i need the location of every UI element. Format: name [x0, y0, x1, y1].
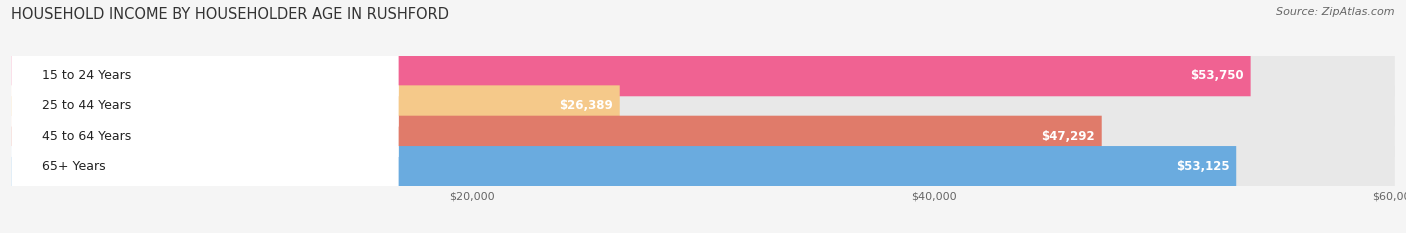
Text: Source: ZipAtlas.com: Source: ZipAtlas.com [1277, 7, 1395, 17]
FancyBboxPatch shape [11, 146, 1395, 187]
FancyBboxPatch shape [11, 116, 399, 157]
Text: $26,389: $26,389 [560, 99, 613, 113]
FancyBboxPatch shape [11, 146, 399, 187]
Text: $53,750: $53,750 [1189, 69, 1244, 82]
FancyBboxPatch shape [11, 55, 399, 96]
Text: 45 to 64 Years: 45 to 64 Years [42, 130, 132, 143]
Text: 15 to 24 Years: 15 to 24 Years [42, 69, 132, 82]
FancyBboxPatch shape [11, 85, 399, 127]
Text: 25 to 44 Years: 25 to 44 Years [42, 99, 132, 113]
FancyBboxPatch shape [11, 116, 1395, 157]
FancyBboxPatch shape [11, 116, 1102, 157]
FancyBboxPatch shape [11, 85, 1395, 127]
Text: 65+ Years: 65+ Years [42, 160, 105, 173]
Text: $53,125: $53,125 [1175, 160, 1229, 173]
Text: HOUSEHOLD INCOME BY HOUSEHOLDER AGE IN RUSHFORD: HOUSEHOLD INCOME BY HOUSEHOLDER AGE IN R… [11, 7, 450, 22]
Text: $47,292: $47,292 [1042, 130, 1095, 143]
FancyBboxPatch shape [11, 85, 620, 127]
FancyBboxPatch shape [11, 55, 1251, 96]
FancyBboxPatch shape [11, 55, 1395, 96]
FancyBboxPatch shape [11, 146, 1236, 187]
